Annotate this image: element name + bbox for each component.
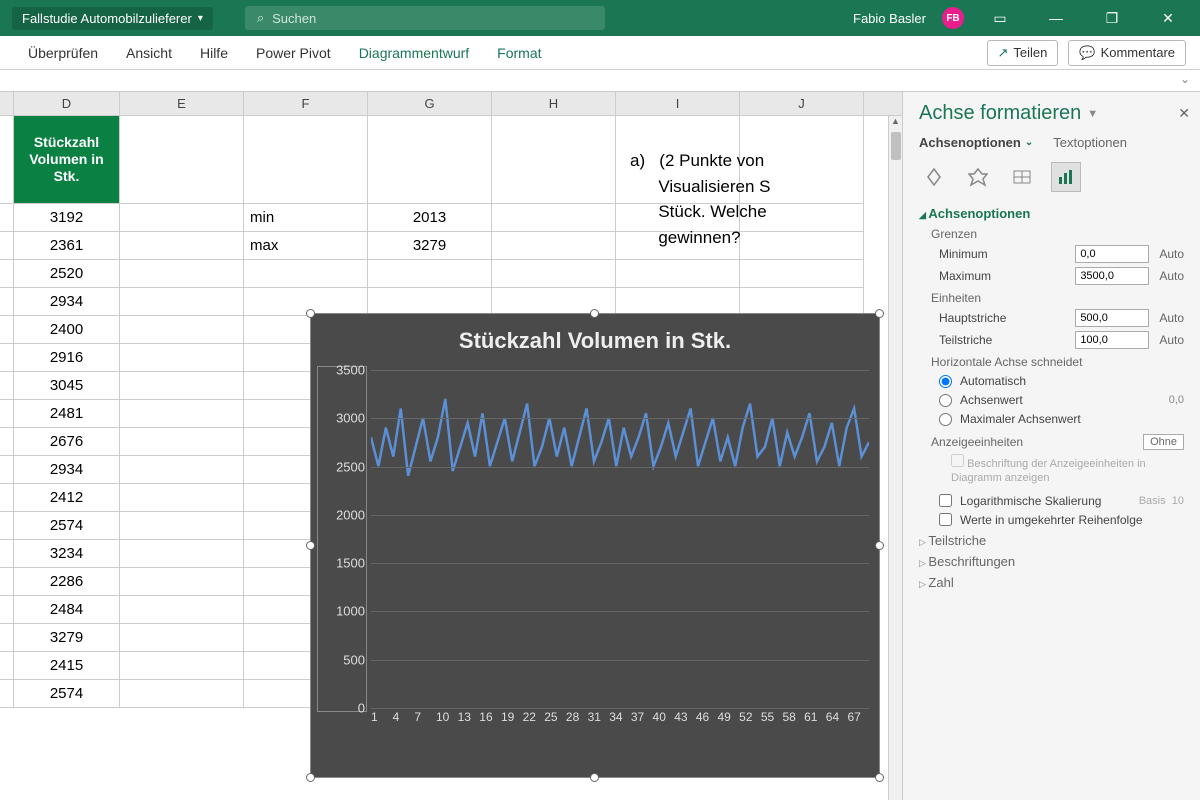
formula-bar-collapse[interactable] bbox=[0, 70, 1200, 92]
resize-handle[interactable] bbox=[590, 773, 599, 782]
tab-axis-options[interactable]: Achsenoptionen⌄ bbox=[919, 135, 1033, 150]
col-header-h[interactable]: H bbox=[492, 92, 616, 115]
resize-handle[interactable] bbox=[875, 773, 884, 782]
resize-handle[interactable] bbox=[306, 541, 315, 550]
minimum-input[interactable] bbox=[1075, 245, 1149, 263]
tab-view[interactable]: Ansicht bbox=[112, 36, 186, 70]
data-cell[interactable]: 2676 bbox=[14, 428, 120, 456]
maximize-button[interactable]: ❐ bbox=[1092, 10, 1132, 27]
data-cell[interactable]: 3045 bbox=[14, 372, 120, 400]
chart-series-line[interactable] bbox=[371, 370, 869, 707]
chevron-down-icon: ▾ bbox=[198, 13, 203, 24]
tab-chart-design[interactable]: Diagrammentwurf bbox=[345, 36, 483, 70]
section-labels[interactable]: Beschriftungen bbox=[919, 554, 1184, 569]
data-cell[interactable] bbox=[244, 260, 368, 288]
radio-max-value[interactable] bbox=[939, 413, 952, 426]
search-input[interactable]: ⌕ Suchen bbox=[245, 6, 605, 30]
data-cell[interactable]: 2574 bbox=[14, 680, 120, 708]
question-text: a) (2 Punkte von Visualisieren S Stück. … bbox=[630, 148, 890, 250]
data-cell[interactable]: 3192 bbox=[14, 204, 120, 232]
tab-powerpivot[interactable]: Power Pivot bbox=[242, 36, 345, 70]
data-cell[interactable]: 2415 bbox=[14, 652, 120, 680]
radio-axis-value[interactable] bbox=[939, 394, 952, 407]
display-units-select[interactable]: Ohne bbox=[1143, 434, 1184, 450]
search-icon: ⌕ bbox=[257, 10, 264, 26]
embedded-chart[interactable]: Stückzahl Volumen in Stk. 05001000150020… bbox=[310, 313, 880, 778]
vertical-scrollbar[interactable]: ▲ bbox=[888, 116, 902, 800]
data-cell[interactable]: 2484 bbox=[14, 596, 120, 624]
section-axis-options[interactable]: Achsenoptionen bbox=[919, 206, 1184, 221]
col-header-f[interactable]: F bbox=[244, 92, 368, 115]
data-cell[interactable] bbox=[368, 288, 492, 316]
chart-title[interactable]: Stückzahl Volumen in Stk. bbox=[311, 314, 879, 362]
avatar[interactable]: FB bbox=[942, 7, 964, 29]
close-button[interactable]: ✕ bbox=[1148, 10, 1188, 27]
data-cell[interactable]: 2574 bbox=[14, 512, 120, 540]
col-header-i[interactable]: I bbox=[616, 92, 740, 115]
radio-automatic[interactable] bbox=[939, 375, 952, 388]
data-cell[interactable]: 3234 bbox=[14, 540, 120, 568]
section-tick-marks[interactable]: Teilstriche bbox=[919, 533, 1184, 548]
data-cell[interactable]: 2361 bbox=[14, 232, 120, 260]
axis-options-icon[interactable] bbox=[1051, 162, 1081, 192]
minor-unit-input[interactable] bbox=[1075, 331, 1149, 349]
resize-handle[interactable] bbox=[875, 541, 884, 550]
units-label: Einheiten bbox=[931, 291, 1184, 305]
data-cell[interactable]: 2934 bbox=[14, 456, 120, 484]
data-cell[interactable]: 2481 bbox=[14, 400, 120, 428]
header-cell[interactable]: Stückzahl Volumen in Stk. bbox=[14, 116, 120, 204]
section-number[interactable]: Zahl bbox=[919, 575, 1184, 590]
format-axis-panel: Achse formatieren▼ ✕ Achsenoptionen⌄ Tex… bbox=[902, 92, 1200, 800]
data-cell[interactable]: 2286 bbox=[14, 568, 120, 596]
tab-review[interactable]: Überprüfen bbox=[14, 36, 112, 70]
resize-handle[interactable] bbox=[306, 309, 315, 318]
reverse-order-checkbox[interactable] bbox=[939, 513, 952, 526]
titlebar: Fallstudie Automobilzulieferer ▾ ⌕ Suche… bbox=[0, 0, 1200, 36]
data-cell[interactable]: 2916 bbox=[14, 344, 120, 372]
size-icon[interactable] bbox=[1007, 162, 1037, 192]
hcross-label: Horizontale Achse schneidet bbox=[931, 355, 1184, 369]
data-cell[interactable]: 2013 bbox=[368, 204, 492, 232]
data-cell[interactable]: 2412 bbox=[14, 484, 120, 512]
data-cell[interactable]: min bbox=[244, 204, 368, 232]
document-title-dropdown[interactable]: Fallstudie Automobilzulieferer ▾ bbox=[12, 7, 213, 30]
tab-text-options[interactable]: Textoptionen bbox=[1053, 135, 1127, 150]
x-axis[interactable]: 1471013161922252831343740434649525558616… bbox=[371, 710, 869, 730]
maximum-input[interactable] bbox=[1075, 267, 1149, 285]
data-cell[interactable]: 3279 bbox=[368, 232, 492, 260]
tab-help[interactable]: Hilfe bbox=[186, 36, 242, 70]
bounds-label: Grenzen bbox=[931, 227, 1184, 241]
chevron-down-icon[interactable]: ▼ bbox=[1087, 108, 1098, 120]
fill-icon[interactable] bbox=[919, 162, 949, 192]
resize-handle[interactable] bbox=[306, 773, 315, 782]
close-panel-button[interactable]: ✕ bbox=[1178, 105, 1190, 122]
effects-icon[interactable] bbox=[963, 162, 993, 192]
tab-format[interactable]: Format bbox=[483, 36, 555, 70]
col-header-g[interactable]: G bbox=[368, 92, 492, 115]
minimize-button[interactable]: — bbox=[1036, 10, 1076, 26]
show-units-label-checkbox bbox=[951, 454, 964, 467]
major-unit-input[interactable] bbox=[1075, 309, 1149, 327]
resize-handle[interactable] bbox=[590, 309, 599, 318]
panel-title: Achse formatieren▼ ✕ bbox=[919, 102, 1184, 125]
data-cell[interactable]: 3279 bbox=[14, 624, 120, 652]
data-cell[interactable]: 2520 bbox=[14, 260, 120, 288]
column-headers: D E F G H I J bbox=[0, 92, 902, 116]
ribbon-display-button[interactable]: ▭ bbox=[980, 10, 1020, 27]
user-name[interactable]: Fabio Basler bbox=[853, 11, 926, 26]
col-header-e[interactable]: E bbox=[120, 92, 244, 115]
share-button[interactable]: ↗Teilen bbox=[987, 40, 1059, 66]
col-header-d[interactable]: D bbox=[14, 92, 120, 115]
ribbon: Überprüfen Ansicht Hilfe Power Pivot Dia… bbox=[0, 36, 1200, 70]
data-cell[interactable]: 2934 bbox=[14, 288, 120, 316]
data-cell[interactable] bbox=[368, 260, 492, 288]
resize-handle[interactable] bbox=[875, 309, 884, 318]
col-header-j[interactable]: J bbox=[740, 92, 864, 115]
data-cell[interactable]: max bbox=[244, 232, 368, 260]
comments-button[interactable]: 💬Kommentare bbox=[1068, 40, 1186, 66]
data-cell[interactable]: 2400 bbox=[14, 316, 120, 344]
spreadsheet-grid[interactable]: D E F G H I J Stückzahl Volumen in Stk.3… bbox=[0, 92, 902, 800]
log-scale-checkbox[interactable] bbox=[939, 494, 952, 507]
